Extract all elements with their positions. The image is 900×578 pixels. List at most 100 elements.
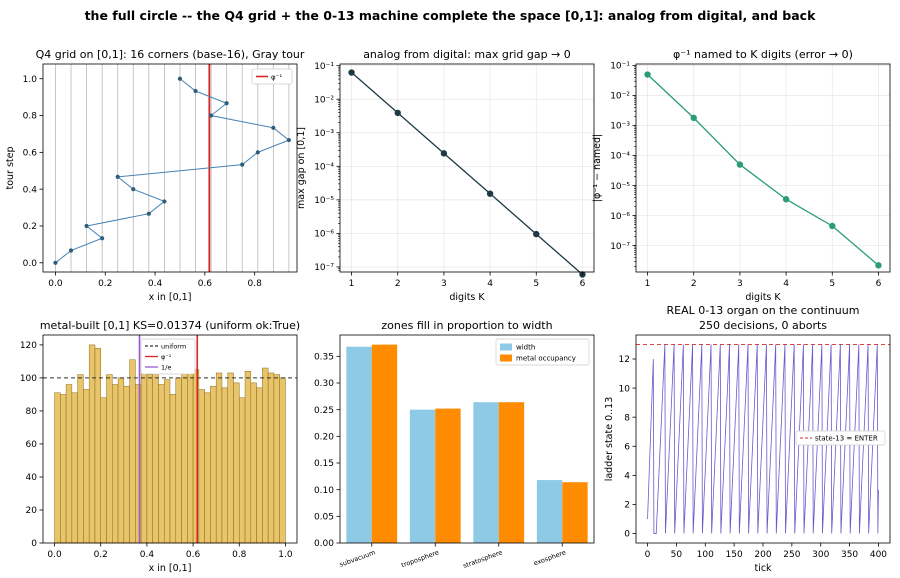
y-tick-label: 0.6: [23, 149, 38, 159]
tour-point: [162, 199, 167, 204]
series-point: [782, 196, 790, 203]
tour-point: [240, 162, 245, 167]
histogram-bar: [106, 374, 113, 544]
x-tick-label: 250: [783, 550, 800, 560]
legend: φ⁻¹: [251, 68, 293, 85]
legend-label: φ⁻¹: [161, 353, 172, 361]
y-tick-label: 10⁻⁶: [610, 212, 630, 222]
y-tick-label: 0.4: [23, 185, 38, 195]
x-tick-label: 0: [645, 550, 651, 560]
x-tick-label: 0.0: [48, 279, 63, 289]
bar-metal-occupancy: [371, 344, 398, 543]
legend-box: [140, 338, 196, 375]
y-tick-label: 0.05: [314, 513, 334, 523]
x-axis-label: x in [0,1]: [149, 563, 192, 574]
x-tick-label: 150: [726, 550, 743, 560]
series-point: [394, 109, 401, 117]
tour-point: [193, 88, 198, 94]
histogram-bar: [221, 387, 228, 544]
y-tick-label: 0.2: [23, 222, 37, 232]
x-tick-label: 0.0: [47, 550, 62, 560]
histogram-bar: [163, 379, 171, 544]
plot-frame: [42, 63, 298, 273]
histogram-bar: [215, 372, 223, 544]
x-tick-label: 0.4: [140, 550, 155, 560]
tour-point: [255, 150, 260, 155]
histogram-bar: [152, 371, 159, 544]
y-tick-label: 10⁻⁴: [610, 152, 630, 162]
y-tick-label: 10⁻²: [314, 95, 334, 105]
bar-width: [536, 480, 563, 543]
x-tick-label: 0.8: [232, 550, 247, 560]
legend-label: 1/e: [161, 364, 171, 372]
legend-label: state-13 = ENTER: [815, 435, 878, 443]
x-tick-label: 0.2: [94, 550, 108, 560]
tour-point: [131, 187, 136, 192]
series-line: [351, 72, 583, 275]
histogram-bar: [60, 394, 67, 544]
series-point: [736, 161, 744, 168]
histogram-bar: [77, 374, 84, 544]
x-tick-label: 2: [691, 279, 697, 289]
y-tick-label: 8: [624, 413, 630, 423]
y-tick-label: 40: [26, 473, 38, 483]
tour-point: [271, 125, 276, 130]
histogram-bar: [204, 392, 211, 544]
legend-box: [795, 430, 886, 446]
x-tick-label: 0.2: [98, 279, 112, 289]
bar-width: [473, 402, 499, 543]
x-tick-label: 300: [812, 550, 829, 560]
plot-title: Q4 grid on [0,1]: 16 corners (base-16), …: [36, 48, 305, 61]
x-tick-label: 0.6: [198, 279, 213, 289]
y-tick-label: 10⁻²: [610, 92, 630, 102]
y-tick-label: 10⁻⁵: [610, 182, 630, 192]
y-tick-label: 80: [26, 407, 38, 417]
series-point: [690, 114, 697, 122]
histogram-bar: [279, 377, 286, 544]
y-tick-label: 2: [624, 501, 630, 511]
histogram-bar: [250, 382, 257, 544]
x-tick-label: 5: [533, 279, 539, 289]
y-tick-label: 0.25: [314, 406, 334, 416]
tour-point: [53, 260, 58, 265]
x-tick-label: subvacuum: [338, 548, 376, 568]
x-tick-label: 0.6: [186, 550, 201, 560]
plot-frame: [42, 334, 298, 544]
histogram-bar: [54, 392, 61, 544]
histogram-bar: [169, 394, 177, 544]
histogram-bar: [117, 377, 125, 544]
x-tick-label: 1: [349, 279, 355, 289]
histogram-bar: [88, 344, 96, 544]
tour-point: [84, 223, 89, 229]
y-tick-label: 0.20: [314, 433, 334, 443]
plot-title: REAL 0-13 organ on the continuum: [667, 304, 860, 317]
plot-title: metal-built [0,1] KS=0.01374 (uniform ok…: [40, 319, 300, 332]
series-point: [348, 69, 355, 76]
tour-point: [100, 236, 105, 241]
series-point: [486, 190, 494, 197]
y-tick-label: 10⁻¹: [314, 62, 334, 72]
x-tick-label: 2: [395, 279, 401, 289]
y-tick-label: 0.10: [314, 486, 334, 496]
x-tick-label: 4: [783, 279, 789, 289]
x-tick-label: 0.8: [248, 279, 263, 289]
series-line: [647, 74, 879, 266]
y-tick-label: 1.0: [23, 75, 38, 85]
legend-swatch: [500, 354, 512, 362]
y-tick-label: 0.15: [314, 459, 334, 469]
legend-label: φ⁻¹: [271, 74, 282, 82]
histogram-bar: [140, 369, 148, 544]
histogram-bar: [233, 382, 240, 544]
plot-title: φ⁻¹ named to K digits (error → 0): [673, 48, 853, 61]
x-tick-label: 4: [487, 279, 493, 289]
bar-width: [346, 346, 372, 543]
x-tick-label: 6: [580, 279, 586, 289]
plot-title: analog from digital: max grid gap → 0: [363, 48, 571, 61]
y-tick-label: 0: [31, 539, 37, 549]
histogram-bar: [158, 384, 165, 544]
histogram-bar: [181, 371, 188, 544]
x-tick-label: 350: [841, 550, 858, 560]
y-tick-label: 0.00: [314, 539, 334, 549]
y-tick-label: 0.0: [23, 259, 38, 269]
